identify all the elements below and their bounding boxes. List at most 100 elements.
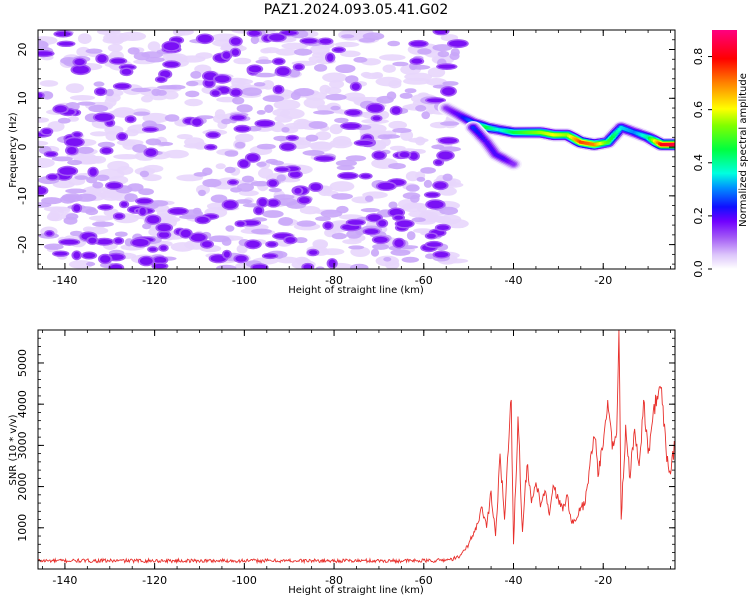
noise-blob-core [126, 116, 135, 122]
noise-blob-core [66, 138, 83, 147]
noise-haze [258, 168, 274, 179]
noise-blob-light [432, 44, 453, 52]
noise-blob-light [334, 117, 349, 123]
noise-blob-light [92, 181, 104, 189]
noise-blob-light [449, 52, 460, 61]
snr-series [38, 330, 675, 565]
noise-blob-core [153, 257, 167, 264]
noise-haze [404, 72, 433, 82]
noise-blob-light [86, 261, 96, 267]
noise-blob-light [92, 221, 114, 227]
colorbar-tick-label: 0.4 [692, 154, 705, 172]
noise-blob-light [250, 35, 260, 45]
noise-blob-light [139, 170, 150, 178]
noise-blob-light [392, 61, 409, 67]
noise-blob-light [224, 150, 239, 157]
noise-blob-core [88, 237, 97, 244]
noise-blob-light [256, 143, 276, 150]
noise-blob-core [427, 200, 444, 209]
noise-blob-light [253, 82, 266, 87]
noise-blob-core [438, 64, 456, 69]
colorbar-gradient [712, 30, 737, 269]
noise-blob-core [246, 154, 259, 162]
noise-haze [184, 98, 203, 107]
noise-blob-core [196, 216, 209, 223]
noise-blob-core [239, 160, 249, 168]
noise-blob-light [390, 249, 411, 256]
noise-blob-core [147, 215, 160, 224]
noise-blob-light [255, 59, 273, 64]
noise-blob-core [132, 239, 149, 247]
noise-blob-light [350, 263, 369, 269]
noise-blob-light [294, 237, 308, 244]
noise-blob-light [77, 146, 94, 154]
noise-blob-core [38, 51, 53, 56]
noise-haze [141, 95, 153, 103]
noise-blob-core [54, 105, 67, 113]
noise-blob-light [296, 220, 317, 227]
noise-blob-core [214, 75, 230, 83]
noise-blob-light [341, 34, 355, 39]
noise-blob-core [346, 110, 361, 116]
noise-blob-core [157, 224, 171, 232]
noise-blob-light [315, 216, 331, 222]
noise-haze [179, 55, 206, 63]
noise-blob-core [202, 241, 212, 248]
noise-haze [173, 30, 186, 37]
noise-blob-core [285, 237, 296, 243]
colorbar-tick-label: 0.2 [692, 207, 705, 225]
noise-blob-core [303, 264, 313, 269]
spectrogram-y-axis: -20 -10 0 10 20 [16, 29, 675, 265]
noise-haze [434, 215, 452, 224]
y-tick-label: -10 [16, 187, 29, 205]
noise-blob-core [396, 220, 413, 227]
noise-blob-light [67, 159, 83, 166]
noise-blob-core [367, 104, 383, 112]
x-tick-label: -100 [232, 274, 257, 287]
noise-blob-light [41, 91, 54, 100]
noise-blob-core [434, 30, 448, 34]
noise-blob-light [262, 95, 285, 102]
snr-x-axis: -140 -120 -100 -80 -60 -40 -20 [42, 330, 671, 587]
noise-haze [427, 212, 439, 222]
noise-haze [38, 140, 49, 146]
noise-haze [77, 33, 92, 44]
noise-blob-light [51, 156, 73, 162]
colorbar-axis: 0.0 0.2 0.4 0.6 0.8 [692, 48, 712, 278]
noise-blob-light [402, 192, 421, 200]
y-tick-label: 1000 [16, 514, 29, 542]
noise-blob-core [269, 34, 285, 41]
colorbar-tick-label: 0.6 [692, 101, 705, 119]
noise-blob-light [409, 64, 431, 70]
noise-blob-core [121, 201, 128, 207]
noise-blob-light [281, 127, 290, 133]
noise-blob-core [327, 53, 334, 62]
noise-blob-core [207, 132, 219, 138]
noise-haze [379, 54, 406, 61]
noise-blob-core [96, 239, 113, 245]
noise-blob-light [164, 114, 180, 122]
noise-haze [312, 52, 327, 59]
noise-blob-core [267, 242, 277, 247]
noise-blob-core [434, 182, 447, 189]
noise-blob-core [439, 138, 458, 144]
noise-blob-core [268, 180, 277, 187]
noise-blob-light [65, 188, 87, 194]
noise-blob-core [121, 68, 132, 75]
noise-blob-light [421, 111, 431, 120]
noise-blob-core [55, 31, 71, 37]
noise-haze [273, 99, 301, 111]
noise-blob-core [268, 199, 279, 207]
x-tick-label: -80 [325, 274, 343, 287]
noise-blob-light [308, 121, 328, 129]
x-tick-label: -60 [415, 274, 433, 287]
noise-blob-core [347, 220, 364, 225]
noise-blob-light [382, 134, 401, 139]
noise-haze [299, 206, 321, 215]
noise-blob-core [137, 198, 152, 204]
noise-haze [49, 216, 63, 222]
noise-blob-light [38, 40, 49, 50]
noise-blob-light [127, 183, 144, 192]
noise-haze [334, 41, 360, 48]
noise-blob-core [255, 207, 263, 214]
